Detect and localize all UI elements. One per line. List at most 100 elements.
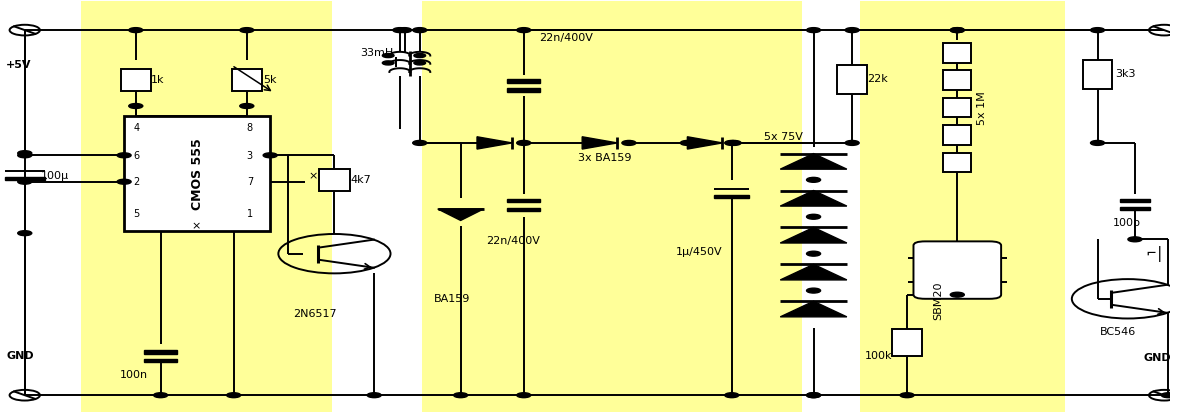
Circle shape: [622, 140, 636, 145]
Circle shape: [845, 28, 859, 33]
Text: 5x 75V: 5x 75V: [765, 132, 803, 142]
Text: CMOS 555: CMOS 555: [191, 138, 204, 209]
Circle shape: [807, 177, 821, 182]
Text: 3k3: 3k3: [1116, 69, 1136, 79]
Text: 5: 5: [133, 209, 140, 219]
Text: 2N6517: 2N6517: [293, 309, 337, 319]
Text: 4k7: 4k7: [351, 175, 371, 185]
Circle shape: [18, 179, 32, 184]
Circle shape: [128, 104, 143, 109]
Text: 100p: 100p: [1113, 218, 1140, 228]
Circle shape: [393, 28, 406, 33]
Bar: [836, 65, 867, 94]
Bar: [1120, 207, 1150, 210]
Bar: [120, 69, 151, 91]
Circle shape: [724, 393, 739, 398]
Polygon shape: [582, 137, 617, 149]
Text: ×: ×: [309, 172, 318, 182]
Circle shape: [18, 151, 32, 156]
Text: 33mH: 33mH: [360, 47, 393, 58]
Circle shape: [263, 153, 277, 158]
Circle shape: [517, 393, 531, 398]
Bar: [319, 169, 350, 191]
Text: 3x BA159: 3x BA159: [577, 153, 631, 164]
Bar: [944, 153, 972, 173]
Bar: [144, 359, 177, 362]
Circle shape: [18, 231, 32, 236]
Text: 22n/400V: 22n/400V: [540, 33, 593, 43]
Circle shape: [951, 28, 965, 33]
Bar: [714, 195, 749, 198]
Polygon shape: [780, 190, 847, 206]
Text: 6: 6: [133, 151, 139, 161]
Circle shape: [807, 288, 821, 293]
Bar: [508, 208, 540, 211]
Text: 8: 8: [247, 123, 253, 133]
Text: +5V: +5V: [6, 60, 32, 70]
Circle shape: [383, 54, 393, 57]
Bar: [944, 125, 972, 145]
FancyBboxPatch shape: [913, 241, 1001, 299]
Circle shape: [240, 28, 253, 33]
Circle shape: [226, 393, 240, 398]
Bar: [944, 43, 972, 62]
Circle shape: [454, 393, 468, 398]
Bar: [5, 176, 45, 180]
Bar: [944, 98, 972, 117]
Text: 3: 3: [247, 151, 253, 161]
Polygon shape: [780, 301, 847, 317]
Circle shape: [807, 214, 821, 219]
Text: 4: 4: [133, 123, 139, 133]
Circle shape: [413, 54, 425, 57]
Circle shape: [517, 140, 531, 145]
Text: 22k: 22k: [867, 74, 888, 84]
Circle shape: [397, 28, 411, 33]
Polygon shape: [780, 228, 847, 243]
Circle shape: [951, 28, 965, 33]
Text: ×: ×: [191, 221, 200, 231]
Circle shape: [807, 28, 821, 33]
Circle shape: [681, 140, 694, 145]
Circle shape: [412, 28, 426, 33]
Circle shape: [1162, 393, 1176, 398]
Polygon shape: [477, 137, 512, 149]
Text: BC546: BC546: [1100, 327, 1136, 337]
Circle shape: [413, 61, 425, 65]
Polygon shape: [780, 154, 847, 169]
Bar: [892, 329, 922, 356]
Text: 100μ: 100μ: [41, 171, 70, 181]
Text: 7: 7: [247, 177, 253, 187]
Bar: [1083, 59, 1112, 89]
Circle shape: [807, 251, 821, 256]
Bar: [508, 88, 540, 92]
Text: 100n: 100n: [120, 370, 147, 380]
Text: 1k: 1k: [151, 75, 165, 85]
Text: 22n/400V: 22n/400V: [487, 236, 541, 247]
Circle shape: [807, 393, 821, 398]
Circle shape: [807, 393, 821, 398]
Circle shape: [412, 140, 426, 145]
Text: BA159: BA159: [434, 294, 470, 304]
Bar: [508, 79, 540, 83]
Bar: [232, 69, 262, 91]
Circle shape: [117, 153, 131, 158]
Bar: [860, 1, 1065, 412]
Circle shape: [1127, 237, 1141, 242]
Circle shape: [1091, 28, 1105, 33]
Circle shape: [900, 393, 914, 398]
Circle shape: [1091, 140, 1105, 145]
Bar: [422, 1, 802, 412]
Circle shape: [517, 28, 531, 33]
Text: ⌐|: ⌐|: [1146, 246, 1165, 262]
Circle shape: [117, 179, 131, 184]
Text: GND: GND: [6, 351, 34, 361]
Circle shape: [951, 292, 965, 297]
Text: 1: 1: [247, 209, 253, 219]
Circle shape: [18, 153, 32, 158]
Text: 5x 1M: 5x 1M: [978, 91, 987, 125]
Bar: [124, 116, 270, 231]
Circle shape: [724, 140, 739, 145]
Circle shape: [845, 140, 859, 145]
Bar: [81, 1, 332, 412]
Polygon shape: [780, 264, 847, 280]
